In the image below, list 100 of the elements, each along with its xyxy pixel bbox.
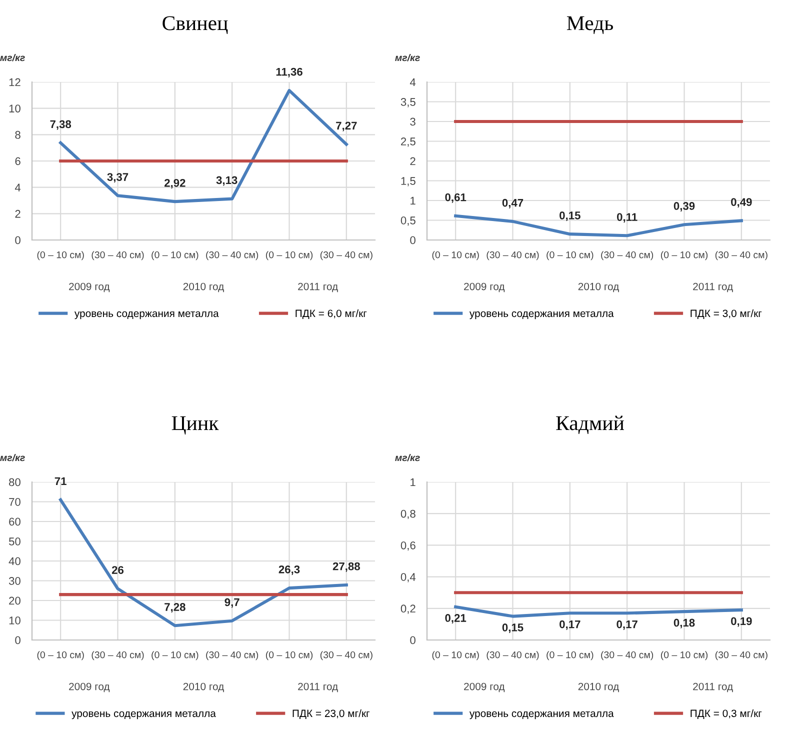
data-label: 0,39 [674, 202, 695, 212]
x-tick-label: (0 – 10 см) [266, 651, 313, 660]
x-tick-label: (0 – 10 см) [546, 251, 594, 260]
data-label: 7,28 [164, 603, 186, 613]
data-label: 0,18 [674, 618, 695, 628]
data-label: 26 [112, 566, 124, 574]
legend-label: уровень содержания металла [469, 311, 614, 320]
legend-label: уровень содержания металла [469, 711, 614, 720]
y-axis-title: мг/кг [0, 54, 25, 62]
data-label: 0,15 [502, 624, 524, 634]
y-tick-label: 2 [410, 157, 416, 166]
text: 2010 год [578, 682, 619, 692]
data-label: 7,27 [336, 122, 357, 132]
x-tick-label: (30 – 40 см) [320, 251, 372, 260]
y-tick-label: 0 [410, 236, 416, 244]
legend-label: уровень содержания металла [74, 311, 219, 320]
x-tick-label: (30 – 40 см) [92, 251, 144, 260]
x-tick-label: (30 – 40 см) [92, 651, 144, 660]
x-tick-label: (0 – 10 см) [37, 651, 84, 660]
data-label: 71 [54, 477, 66, 485]
y-tick-label: 10 [9, 104, 20, 112]
x-tick-label: (0 – 10 см) [152, 251, 198, 260]
text: 2010 год [578, 282, 619, 292]
y-tick-label: 20 [9, 596, 20, 605]
y-tick-label: 0,8 [400, 510, 416, 520]
y-tick-label: 4 [410, 78, 416, 86]
data-label: 0,17 [560, 620, 580, 630]
x-tick-label: (0 – 10 см) [37, 251, 84, 260]
data-label: 0,61 [445, 193, 466, 203]
x-tick-label: (0 – 10 см) [546, 651, 594, 660]
y-tick-label: 70 [9, 498, 20, 506]
data-label: 7,38 [50, 120, 72, 130]
data-label: 11,36 [276, 68, 302, 78]
data-label: 2,92 [164, 178, 186, 188]
text: 2009 год [69, 682, 110, 692]
y-tick-label: 80 [9, 478, 20, 486]
y-tick-label: 0 [15, 236, 20, 244]
data-label: 9,7 [224, 598, 240, 608]
legend-label: ПДК = 23,0 мг/кг [292, 709, 370, 720]
legend-label: ПДК = 0,3 мг/кг [690, 709, 762, 720]
y-axis-title: мг/кг [395, 454, 420, 462]
chart-title: Кадмий [556, 416, 624, 434]
y-axis-title: мг/кг [395, 54, 420, 62]
y-tick-label: 0,5 [400, 216, 416, 226]
x-tick-label: (0 – 10 см) [660, 651, 708, 660]
x-tick-label: (0 – 10 см) [432, 251, 479, 260]
x-tick-label: (30 – 40 см) [601, 251, 654, 260]
chart-title: Цинк [172, 416, 219, 434]
data-label: 3,37 [107, 173, 128, 183]
y-axis-title: мг/кг [0, 454, 25, 462]
data-label: 3,13 [216, 176, 238, 186]
text: 2011 год [298, 282, 338, 292]
x-tick-label: (30 – 40 см) [486, 251, 539, 260]
x-tick-label: (30 – 40 см) [206, 651, 258, 660]
y-tick-label: 0,2 [400, 604, 416, 614]
y-tick-label: 40 [8, 557, 20, 566]
y-tick-label: 2 [15, 210, 20, 218]
x-tick-label: (30 – 40 см) [206, 251, 258, 260]
text: 2010 год [183, 682, 224, 692]
x-tick-label: (30 – 40 см) [320, 651, 372, 660]
x-tick-label: (0 – 10 см) [266, 251, 313, 260]
y-tick-label: 1 [410, 196, 416, 205]
text: 2010 год [183, 282, 224, 292]
x-tick-label: (0 – 10 см) [660, 251, 708, 260]
text: 2009 год [464, 682, 505, 692]
data-label: 0,11 [617, 213, 638, 223]
x-tick-label: (0 – 10 см) [152, 651, 198, 660]
y-tick-label: 1,5 [401, 177, 416, 186]
data-label: 0,19 [731, 617, 752, 627]
y-tick-label: 3 [410, 118, 416, 126]
y-tick-label: 0,6 [400, 541, 416, 551]
text: 2011 год [693, 682, 733, 692]
legend-label: ПДК = 6,0 мг/кг [296, 309, 367, 320]
data-label: 0,49 [731, 198, 752, 208]
x-tick-label: (30 – 40 см) [486, 651, 539, 660]
y-tick-label: 60 [9, 518, 20, 526]
y-tick-label: 12 [9, 78, 20, 86]
x-tick-label: (30 – 40 см) [715, 251, 768, 260]
legend-label: ПДК = 3,0 мг/кг [690, 309, 762, 320]
y-tick-label: 3,5 [400, 98, 416, 108]
x-tick-label: (30 – 40 см) [601, 651, 654, 660]
y-tick-label: 2,5 [401, 138, 416, 147]
data-label: 0,15 [560, 212, 580, 221]
chart-title: Свинец [162, 16, 228, 34]
y-tick-label: 8 [15, 130, 20, 139]
legend-label: уровень содержания металла [72, 711, 216, 720]
data-label: 26,3 [278, 565, 300, 575]
text: 2009 год [464, 282, 505, 292]
y-tick-label: 50 [8, 538, 20, 546]
chart-title: Медь [566, 16, 614, 34]
text: 2011 год [693, 282, 733, 292]
text: 2009 год [69, 282, 110, 292]
y-tick-label: 4 [14, 184, 21, 192]
data-label: 0,17 [616, 620, 638, 630]
y-tick-label: 1 [410, 478, 416, 486]
y-tick-label: 10 [9, 616, 20, 624]
y-tick-label: 0,4 [400, 573, 416, 582]
data-label: 0,47 [502, 198, 524, 208]
y-tick-label: 0 [410, 636, 416, 644]
y-tick-label: 6 [15, 157, 20, 166]
